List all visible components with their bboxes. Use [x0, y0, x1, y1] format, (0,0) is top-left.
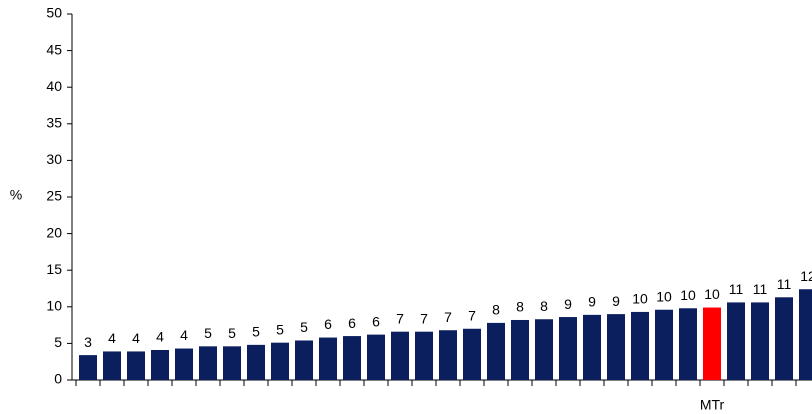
data-label: 10: [632, 291, 648, 307]
data-label: 5: [300, 319, 308, 335]
data-label: 8: [492, 302, 500, 318]
bar: [679, 308, 697, 380]
y-axis-label: %: [10, 187, 22, 203]
bar: [703, 307, 721, 380]
data-label: 8: [540, 298, 548, 314]
data-label: 3: [84, 334, 92, 350]
bar: [151, 349, 169, 380]
data-label: 4: [156, 329, 164, 345]
data-label: 11: [753, 281, 768, 297]
y-tick-label: 50: [46, 5, 62, 21]
bar: [775, 297, 793, 380]
bar: [199, 346, 217, 380]
bar: [655, 309, 673, 380]
bar: [799, 289, 812, 380]
data-label: 6: [324, 316, 332, 332]
data-label: 4: [180, 327, 188, 343]
y-tick-label: 35: [46, 115, 62, 131]
data-label: 10: [704, 286, 720, 302]
bar: [343, 336, 361, 380]
bar: [607, 314, 625, 380]
bar: [295, 340, 313, 380]
data-label: 5: [228, 325, 236, 341]
bar: [319, 337, 337, 380]
bar: [511, 319, 529, 380]
bar: [127, 351, 145, 380]
y-tick-label: 15: [46, 261, 62, 277]
data-label: 10: [656, 288, 672, 304]
data-label: 10: [680, 287, 696, 303]
bar: [463, 328, 481, 380]
data-label: 7: [444, 309, 452, 325]
bar: [583, 314, 601, 380]
data-label: 9: [588, 294, 596, 310]
y-tick-label: 5: [54, 334, 62, 350]
y-tick-label: 40: [46, 78, 62, 94]
data-label: 4: [108, 330, 116, 346]
bar: [559, 317, 577, 380]
data-label: 5: [204, 325, 212, 341]
data-label: 7: [468, 307, 476, 323]
bar: [391, 331, 409, 380]
y-tick-label: 10: [46, 298, 62, 314]
bar: [79, 355, 97, 380]
data-label: 11: [729, 281, 744, 297]
bar: [175, 348, 193, 380]
data-label: 7: [420, 310, 428, 326]
y-tick-label: 30: [46, 151, 62, 167]
data-label: 4: [132, 330, 140, 346]
data-label: 9: [612, 293, 620, 309]
y-tick-label: 45: [46, 41, 62, 57]
data-label: 6: [348, 315, 356, 331]
bar: [631, 311, 649, 380]
data-label: 5: [252, 324, 260, 340]
y-tick-label: 25: [46, 188, 62, 204]
x-tick-label: MTr: [700, 397, 725, 413]
data-label: 8: [516, 299, 524, 315]
data-label: 5: [276, 321, 284, 337]
bar: [439, 330, 457, 380]
bar: [415, 331, 433, 380]
bar: [535, 319, 553, 380]
y-tick-label: 0: [54, 371, 62, 387]
bar: [751, 302, 769, 380]
bar: [487, 322, 505, 380]
data-label: 7: [396, 310, 404, 326]
bar: [367, 334, 385, 380]
y-tick-label: 20: [46, 224, 62, 240]
bar: [247, 344, 265, 380]
bar: [103, 351, 121, 380]
data-label: 9: [564, 296, 572, 312]
data-label: 11: [777, 276, 792, 292]
bar: [271, 342, 289, 380]
bar: [727, 302, 745, 380]
data-label: 12: [800, 268, 812, 284]
bar: [223, 346, 241, 380]
data-label: 6: [372, 313, 380, 329]
